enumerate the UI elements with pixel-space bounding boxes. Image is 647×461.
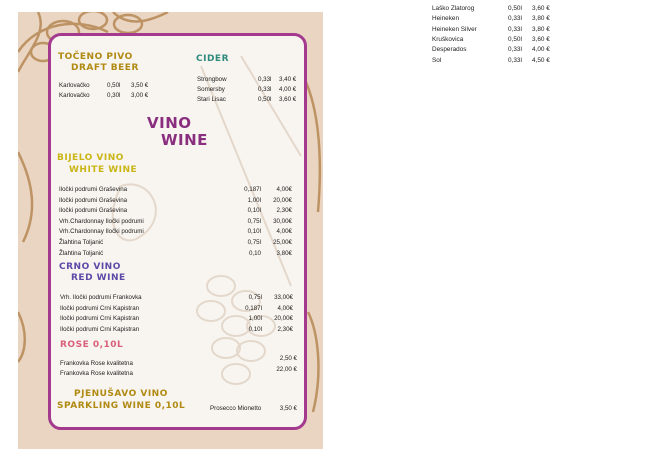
item-volume: 0,33l	[508, 15, 522, 23]
item-name: Iločki podrumi Graševina	[59, 207, 128, 215]
red-wine-title-hr: CRNO VINO	[59, 262, 121, 272]
item-volume: 0,50l	[258, 96, 272, 103]
item-name: Karlovačko	[59, 82, 90, 89]
item-name: Laško Zlatorog	[432, 5, 475, 12]
wine-glass-decoration-icon	[111, 55, 302, 385]
item-price: 4,00€	[277, 304, 293, 312]
item-volume: 0,187l	[245, 304, 262, 312]
item-volume: 0,33l	[258, 76, 272, 83]
item-volume: 0,75l	[247, 239, 261, 246]
item-price: 2,30€	[277, 325, 293, 333]
item-price: 3,60 €	[532, 5, 550, 12]
item-name: Frankovka Rose kvalitetna	[60, 370, 133, 377]
item-name: Žlahtina Toljanić	[59, 249, 104, 257]
item-price: 25,00€	[273, 239, 292, 246]
item-price: 20,00€	[273, 196, 292, 204]
item-name: Iločki podrumi Crni Kapistran	[60, 325, 140, 333]
item-name: Somersby	[197, 86, 225, 93]
item-name: Vrh. Iločki podrumi Frankovka	[60, 294, 142, 301]
item-price: 2,30€	[276, 207, 292, 215]
item-name: Iločki podrumi Graševina	[59, 196, 128, 204]
item-price: 4,50 €	[532, 56, 550, 64]
item-volume: 0,75l	[247, 217, 261, 225]
item-name: Vrh.Chardonnay Iločki podrumi	[59, 217, 144, 225]
item-volume: 0,10l	[247, 228, 261, 236]
item-price: 3,00 €	[131, 92, 149, 99]
item-name: Iločki podrumi Crni Kapistran	[60, 304, 140, 312]
item-price: 4,00€	[276, 186, 292, 193]
item-name: Frankovka Rose kvalitetna	[60, 360, 133, 367]
item-volume: 0,10	[248, 249, 261, 257]
item-name: Sol	[432, 56, 442, 64]
rose-title: ROSE 0,10L	[60, 340, 124, 350]
item-volume: 0,33l	[508, 56, 522, 64]
white-wine-title-hr: BIJELO VINO	[57, 153, 124, 163]
item-name: Karlovačko	[59, 92, 90, 99]
item-price: 3,60 €	[532, 35, 550, 43]
item-name: Vrh.Chardonnay Iločki podrumi	[59, 228, 144, 236]
item-volume: 0,33l	[508, 25, 522, 33]
item-price: 20,00€	[274, 315, 293, 323]
sparkling-title-en: SPARKLING WINE 0,10L	[57, 401, 186, 411]
item-price: 3,80 €	[532, 25, 550, 33]
item-price: 30,00€	[273, 217, 292, 225]
sparkling-title-hr: PJENUŠAVO VINO	[74, 389, 168, 399]
item-volume: 0,187l	[244, 186, 261, 193]
item-price: 4,00€	[276, 228, 292, 236]
menu-page: TOČENO PIVO DRAFT BEER Karlovačko 0,50l 3,…	[18, 12, 323, 449]
item-price: 4,00 €	[279, 86, 297, 93]
item-volume: 0,30l	[107, 92, 121, 99]
draft-beer-title-en: DRAFT BEER	[71, 63, 139, 73]
red-wine-title-en: RED WINE	[71, 273, 126, 283]
item-volume: 0,10l	[247, 207, 261, 215]
item-price: 33,00€	[274, 294, 293, 301]
wine-title-en: WINE	[161, 131, 208, 149]
item-price: 3,80 €	[532, 15, 550, 23]
rose-price: 22,00 €	[276, 366, 297, 373]
item-name: Heineken Silver	[432, 25, 477, 33]
item-volume: 0,50l	[107, 82, 121, 89]
item-name: Desperados	[432, 46, 467, 54]
item-name: Heineken	[432, 15, 460, 23]
item-price: 3,40 €	[279, 76, 297, 83]
item-volume: 0,75l	[248, 294, 262, 301]
item-name: Strongbow	[197, 76, 227, 83]
rose-price: 2,50 €	[279, 355, 297, 362]
item-volume: 0,33l	[258, 86, 272, 93]
item-volume: 1,00l	[248, 315, 262, 323]
sparkling-item-price: 3,50 €	[279, 405, 297, 412]
cider-title: CIDER	[196, 54, 230, 64]
item-name: Stari Lisac	[197, 96, 226, 103]
item-volume: 0,50l	[508, 35, 522, 43]
item-name: Iločki podrumi Graševina	[59, 186, 128, 193]
menu-card: TOČENO PIVO DRAFT BEER Karlovačko 0,50l 3,…	[48, 33, 307, 430]
item-name: Iločki podrumi Crni Kapistran	[60, 315, 140, 323]
white-wine-title-en: WHITE WINE	[69, 165, 138, 175]
item-price: 3,50 €	[131, 82, 149, 89]
item-price: 4,00 €	[532, 46, 550, 54]
item-volume: 1,00l	[247, 196, 261, 204]
item-volume: 0,33l	[508, 46, 522, 54]
sparkling-item-name: Prosecco Mionetto	[210, 405, 262, 412]
item-price: 3,60 €	[279, 96, 297, 103]
item-volume: 0,50l	[508, 5, 522, 12]
item-name: Žlahtina Toljanić	[59, 239, 104, 246]
item-price: 3,80€	[276, 249, 292, 257]
draft-beer-title-hr: TOČENO PIVO	[58, 52, 133, 62]
item-name: Kruškovica	[432, 35, 464, 43]
wine-title-hr: VINO	[147, 114, 192, 132]
item-volume: 0,10l	[248, 325, 262, 333]
